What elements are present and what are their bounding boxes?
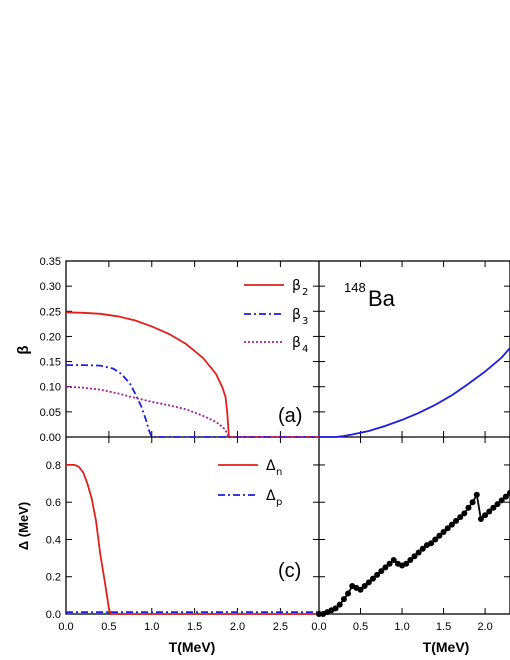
nucleus-mass-number: 148: [344, 280, 366, 295]
data-point: [357, 586, 364, 593]
data-point: [345, 590, 352, 597]
y-tick-label: 0.35: [40, 256, 61, 268]
data-point: [332, 605, 339, 612]
data-point: [477, 515, 484, 522]
data-point: [428, 540, 435, 547]
x-tick-label: 1.0: [394, 621, 409, 633]
data-point: [403, 560, 410, 567]
data-point: [486, 508, 493, 515]
y-tick-label: 0.15: [40, 357, 61, 369]
data-point: [390, 556, 397, 563]
legend-label: β: [292, 335, 301, 351]
y-axis-title-delta: Δ (MeV): [16, 502, 31, 550]
data-point: [316, 611, 322, 617]
legend-label: Δ: [266, 488, 276, 504]
series-line: [65, 311, 319, 438]
data-point: [374, 571, 381, 578]
panel-label-a: (a): [278, 405, 302, 427]
legend-label-sub: 2: [302, 287, 308, 298]
data-point: [411, 553, 418, 560]
data-point: [498, 497, 505, 504]
y-tick-label: 0.10: [40, 382, 61, 394]
y-tick-label: 0.0: [46, 609, 61, 621]
legend-label: β: [292, 307, 301, 323]
text-layer: β Δ (MeV) T(MeV) T(MeV) (a) (c) 148 Ba 0…: [15, 256, 493, 655]
y-tick-label: 0.25: [40, 306, 61, 318]
x-axis-title-left: T(MeV): [169, 639, 216, 655]
legend-label-sub: n: [276, 467, 282, 478]
data-point: [440, 529, 447, 536]
series-layer: [65, 311, 510, 617]
data-point: [465, 504, 472, 511]
data-point: [453, 517, 460, 524]
data-point: [432, 536, 439, 543]
panel-label-c: (c): [278, 560, 301, 582]
x-tick-label: 1.5: [187, 621, 202, 633]
x-tick-label: 0.5: [101, 621, 116, 633]
y-tick-label: 0.4: [46, 534, 61, 546]
y-tick-label: 0.6: [46, 497, 61, 509]
x-tick-label: 2.0: [477, 621, 492, 633]
data-point: [361, 583, 368, 590]
data-point: [386, 560, 393, 567]
data-point: [457, 514, 464, 521]
x-tick-label: 2.5: [273, 621, 288, 633]
y-tick-label: 0.00: [40, 432, 61, 444]
y-tick-label: 0.8: [46, 460, 61, 472]
y-tick-label: 0.20: [40, 331, 61, 343]
data-point: [369, 575, 376, 582]
data-point: [365, 579, 372, 586]
data-point: [340, 596, 347, 603]
data-point: [490, 504, 497, 511]
legend-label-sub: p: [276, 497, 282, 508]
x-tick-label: 0.0: [311, 621, 326, 633]
data-point: [444, 525, 451, 532]
legend-label-sub: 3: [302, 316, 308, 327]
data-point: [336, 601, 343, 608]
data-point: [494, 501, 501, 508]
x-tick-label: 0.0: [58, 621, 73, 633]
y-tick-label: 0.2: [46, 572, 61, 584]
data-point: [502, 493, 509, 500]
series-line: [66, 463, 319, 615]
data-point: [436, 532, 443, 539]
series-line: [319, 347, 510, 438]
data-point: [482, 512, 489, 519]
data-point: [473, 491, 480, 498]
legend-label-sub: 4: [302, 344, 308, 355]
data-point: [415, 549, 422, 556]
x-tick-label: 1.5: [436, 621, 451, 633]
x-tick-label: 0.5: [353, 621, 368, 633]
series-line: [66, 364, 319, 438]
data-point: [407, 556, 414, 563]
data-point: [461, 510, 468, 517]
x-tick-label: 2.0: [230, 621, 245, 633]
legend-label: Δ: [266, 458, 276, 474]
x-axis-title-right: T(MeV): [423, 639, 470, 655]
y-tick-label: 0.30: [40, 281, 61, 293]
data-point: [507, 489, 510, 496]
legend-label: β: [292, 278, 301, 294]
data-point: [382, 564, 389, 571]
y-tick-label: 0.05: [40, 407, 61, 419]
series-line: [65, 385, 319, 438]
data-point: [419, 545, 426, 552]
data-point: [448, 521, 455, 528]
y-axis-title-beta: β: [15, 345, 32, 354]
data-point: [469, 499, 476, 506]
nucleus-symbol: Ba: [368, 286, 396, 311]
data-point: [378, 568, 385, 575]
x-tick-label: 1.0: [144, 621, 159, 633]
